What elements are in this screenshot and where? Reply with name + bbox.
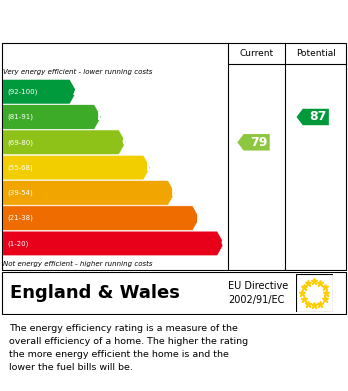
Text: England & Wales: England & Wales [10,284,180,302]
Text: B: B [97,111,107,124]
Text: D: D [146,161,157,174]
Text: G: G [220,237,230,250]
Polygon shape [3,231,224,256]
Text: EU Directive
2002/91/EC: EU Directive 2002/91/EC [228,282,288,305]
Text: E: E [171,187,180,199]
Polygon shape [3,130,126,154]
Text: (1-20): (1-20) [7,240,28,247]
Text: C: C [122,136,131,149]
Text: 87: 87 [309,111,326,124]
Polygon shape [3,181,175,205]
Text: (81-91): (81-91) [7,114,33,120]
Polygon shape [3,155,150,180]
Polygon shape [3,206,200,230]
Text: (55-68): (55-68) [7,164,33,171]
Text: Very energy efficient - lower running costs: Very energy efficient - lower running co… [3,68,153,75]
Polygon shape [237,134,270,151]
Polygon shape [3,79,77,104]
Polygon shape [3,105,101,129]
Text: (92-100): (92-100) [7,88,37,95]
Polygon shape [296,109,329,125]
Text: (69-80): (69-80) [7,139,33,145]
Text: Not energy efficient - higher running costs: Not energy efficient - higher running co… [3,260,153,267]
Text: Potential: Potential [296,48,336,57]
Text: F: F [196,212,204,225]
Text: A: A [73,85,82,98]
Text: (21-38): (21-38) [7,215,33,221]
Text: Current: Current [239,48,274,57]
Text: (39-54): (39-54) [7,190,33,196]
Text: 79: 79 [250,136,267,149]
Text: The energy efficiency rating is a measure of the
overall efficiency of a home. T: The energy efficiency rating is a measur… [9,324,248,372]
Text: Energy Efficiency Rating: Energy Efficiency Rating [10,12,239,30]
